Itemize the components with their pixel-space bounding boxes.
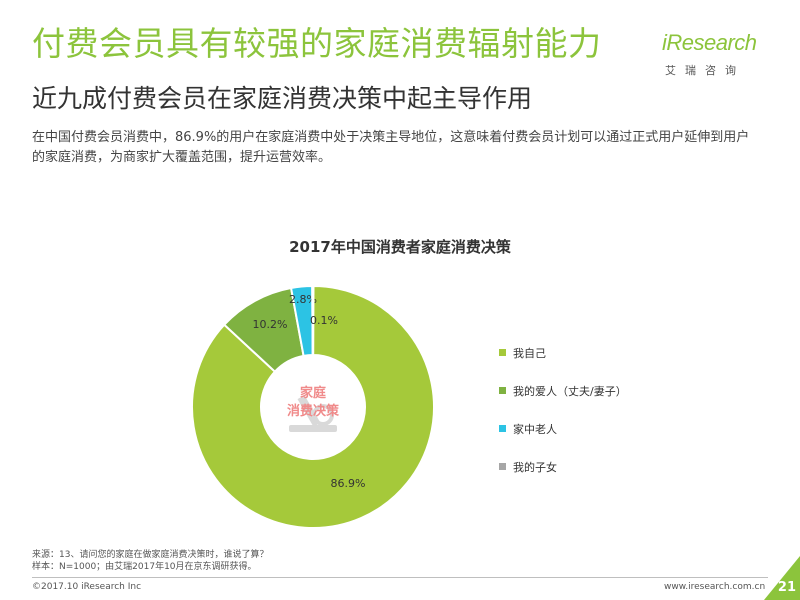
legend-swatch — [499, 387, 506, 394]
legend-label: 我自己 — [513, 347, 546, 360]
center-label-line2: 消费决策 — [287, 403, 340, 419]
legend-label: 我的子女 — [513, 460, 557, 474]
page-title: 付费会员具有较强的家庭消费辐射能力 — [32, 24, 602, 63]
logo-tagline: 艾瑞咨询 — [665, 64, 745, 77]
copyright-text: ©2017.10 iResearch Inc — [32, 582, 142, 592]
page-subtitle: 近九成付费会员在家庭消费决策中起主导作用 — [32, 84, 533, 113]
legend-label: 家中老人 — [513, 422, 557, 436]
legend-swatch — [499, 425, 506, 432]
source-note: 来源：13、请问您的家庭在做家庭消费决策时，谁说了算？ 样本：N=1000；由艾… — [32, 549, 268, 573]
page-description: 在中国付费会员消费中，86.9%的用户在家庭消费中处于决策主导地位，这意味着付费… — [32, 130, 750, 165]
page-corner-tab — [764, 556, 800, 600]
legend-swatch — [499, 463, 506, 470]
footer-divider — [32, 577, 768, 578]
website-link[interactable]: www.iresearch.com.cn — [664, 582, 766, 592]
slice-data-label: 2.8% — [289, 293, 317, 306]
logo-wordmark: iResearch — [662, 30, 757, 55]
iresearch-logo: iResearch 艾瑞咨询 — [662, 30, 772, 80]
donut-slice — [311, 284, 315, 357]
legend-swatch — [499, 349, 506, 356]
center-label-line1: 家庭 — [300, 385, 327, 401]
page-number: 21 — [777, 580, 796, 595]
microscope-icon — [289, 395, 337, 432]
source-line-sample: 样本：N=1000；由艾瑞2017年10月在京东调研获得。 — [32, 562, 257, 572]
slice-data-label: 86.9% — [331, 477, 366, 490]
slice-data-label: 0.1% — [310, 314, 338, 327]
chart-title: 2017年中国消费者家庭消费决策 — [289, 238, 511, 256]
source-line-question: 来源：13、请问您的家庭在做家庭消费决策时，谁说了算？ — [32, 550, 269, 560]
slice-data-label: 10.2% — [253, 318, 288, 331]
legend-label: 我的爱人（丈夫/妻子） — [513, 384, 627, 398]
donut-slice — [191, 284, 435, 529]
